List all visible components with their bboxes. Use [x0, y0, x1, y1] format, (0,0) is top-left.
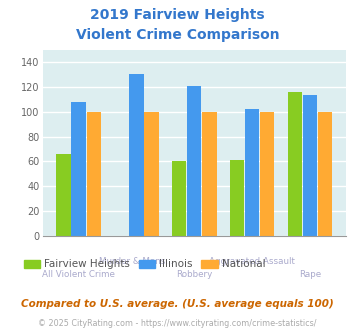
Text: Aggravated Assault: Aggravated Assault [209, 257, 295, 266]
Bar [187, 85, 201, 236]
Text: Compared to U.S. average. (U.S. average equals 100): Compared to U.S. average. (U.S. average … [21, 299, 334, 309]
Bar [71, 102, 86, 236]
Bar [318, 112, 332, 236]
Bar [288, 92, 302, 236]
Bar [303, 95, 317, 236]
Text: 2019 Fairview Heights: 2019 Fairview Heights [90, 8, 265, 22]
Bar [56, 154, 71, 236]
Text: All Violent Crime: All Violent Crime [42, 270, 115, 279]
Text: Murder & Mans...: Murder & Mans... [99, 257, 174, 266]
Legend: Fairview Heights, Illinois, National: Fairview Heights, Illinois, National [20, 255, 270, 274]
Bar [129, 74, 143, 236]
Text: Violent Crime Comparison: Violent Crime Comparison [76, 28, 279, 42]
Bar [260, 112, 274, 236]
Text: Rape: Rape [299, 270, 321, 279]
Bar [202, 112, 217, 236]
Bar [172, 161, 186, 236]
Bar [245, 109, 260, 236]
Bar [87, 112, 101, 236]
Bar [144, 112, 159, 236]
Bar [230, 160, 244, 236]
Text: © 2025 CityRating.com - https://www.cityrating.com/crime-statistics/: © 2025 CityRating.com - https://www.city… [38, 319, 317, 328]
Text: Robbery: Robbery [176, 270, 213, 279]
